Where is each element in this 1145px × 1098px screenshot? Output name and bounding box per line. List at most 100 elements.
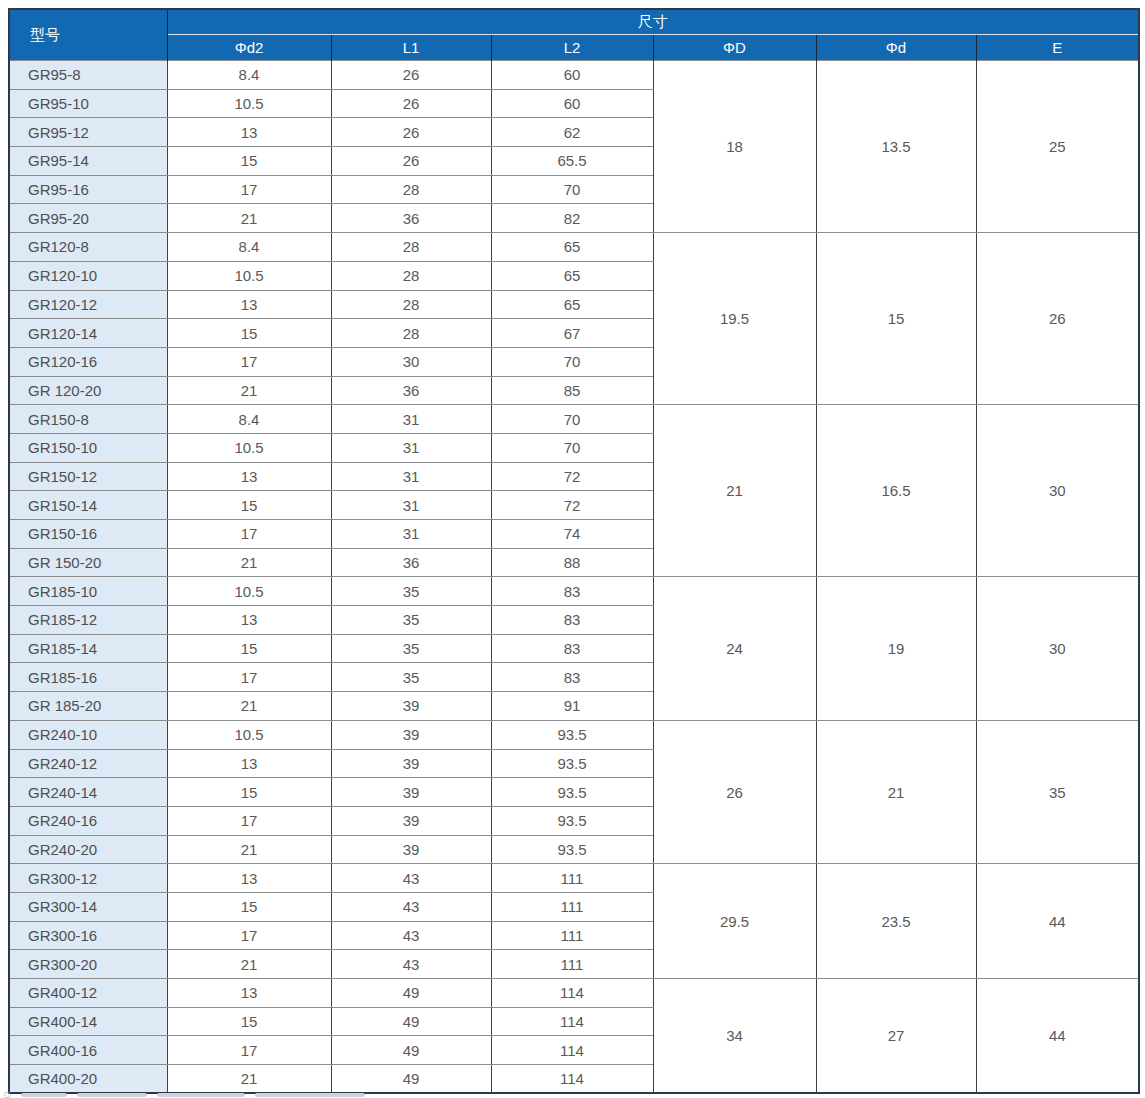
data-cell: 21 [167, 376, 331, 405]
data-cell: 10.5 [167, 89, 331, 118]
shared-dimension-cell: 18 [653, 61, 816, 233]
data-cell: 35 [331, 606, 491, 635]
shared-dimension-cell: 25 [976, 61, 1139, 233]
data-cell: 13 [167, 979, 331, 1008]
data-cell: 114 [491, 1065, 653, 1094]
data-cell: 43 [331, 864, 491, 893]
model-cell: GR400-14 [9, 1007, 167, 1036]
data-cell: 26 [331, 118, 491, 147]
data-cell: 17 [167, 806, 331, 835]
data-cell: 114 [491, 1007, 653, 1036]
model-cell: GR240-20 [9, 835, 167, 864]
model-cell: GR150-10 [9, 433, 167, 462]
data-cell: 15 [167, 1007, 331, 1036]
data-cell: 8.4 [167, 61, 331, 90]
data-cell: 15 [167, 634, 331, 663]
header-row-top: 型号 尺寸 [9, 9, 1139, 35]
table-body: GR95-88.426601813.525GR95-1010.52660GR95… [9, 61, 1139, 1094]
model-cell: GR185-14 [9, 634, 167, 663]
data-cell: 13 [167, 606, 331, 635]
data-cell: 93.5 [491, 778, 653, 807]
data-cell: 72 [491, 462, 653, 491]
data-cell: 111 [491, 950, 653, 979]
data-cell: 111 [491, 892, 653, 921]
header-size-span: 尺寸 [167, 9, 1139, 35]
model-cell: GR120-8 [9, 233, 167, 262]
shared-dimension-cell: 24 [653, 577, 816, 720]
data-cell: 62 [491, 118, 653, 147]
model-cell: GR150-14 [9, 491, 167, 520]
model-cell: GR95-20 [9, 204, 167, 233]
data-cell: 13 [167, 749, 331, 778]
data-cell: 93.5 [491, 749, 653, 778]
data-cell: 8.4 [167, 233, 331, 262]
data-cell: 39 [331, 806, 491, 835]
data-cell: 39 [331, 749, 491, 778]
data-cell: 85 [491, 376, 653, 405]
data-cell: 13 [167, 864, 331, 893]
table-row: GR300-12134311129.523.544 [9, 864, 1139, 893]
model-cell: GR120-10 [9, 261, 167, 290]
model-cell: GR 185-20 [9, 692, 167, 721]
table-row: GR95-88.426601813.525 [9, 61, 1139, 90]
data-cell: 26 [331, 89, 491, 118]
data-cell: 21 [167, 692, 331, 721]
data-cell: 65.5 [491, 147, 653, 176]
data-cell: 31 [331, 405, 491, 434]
model-cell: GR400-12 [9, 979, 167, 1008]
shared-dimension-cell: 15 [816, 233, 976, 405]
model-cell: GR240-16 [9, 806, 167, 835]
data-cell: 70 [491, 433, 653, 462]
data-cell: 36 [331, 376, 491, 405]
data-cell: 36 [331, 548, 491, 577]
header-model-column: 型号 [9, 9, 167, 61]
data-cell: 31 [331, 433, 491, 462]
data-cell: 60 [491, 89, 653, 118]
data-cell: 114 [491, 979, 653, 1008]
table-row: GR400-121349114342744 [9, 979, 1139, 1008]
data-cell: 49 [331, 979, 491, 1008]
data-cell: 70 [491, 175, 653, 204]
shared-dimension-cell: 30 [976, 405, 1139, 577]
footnote-clipped-text [157, 1093, 245, 1097]
data-cell: 39 [331, 778, 491, 807]
data-cell: 15 [167, 491, 331, 520]
data-cell: 10.5 [167, 433, 331, 462]
model-cell: GR300-16 [9, 921, 167, 950]
footnote-clipped-text [77, 1093, 147, 1097]
model-cell: GR300-12 [9, 864, 167, 893]
data-cell: 65 [491, 233, 653, 262]
data-cell: 21 [167, 204, 331, 233]
model-cell: GR95-8 [9, 61, 167, 90]
data-cell: 26 [331, 61, 491, 90]
shared-dimension-cell: 35 [976, 720, 1139, 863]
data-cell: 70 [491, 347, 653, 376]
footnote-clipped-text [255, 1093, 365, 1097]
data-cell: 39 [331, 692, 491, 721]
shared-dimension-cell: 23.5 [816, 864, 976, 979]
model-cell: GR240-12 [9, 749, 167, 778]
shared-dimension-cell: 26 [976, 233, 1139, 405]
model-cell: GR240-10 [9, 720, 167, 749]
data-cell: 28 [331, 319, 491, 348]
data-cell: 28 [331, 290, 491, 319]
data-cell: 35 [331, 663, 491, 692]
data-cell: 65 [491, 290, 653, 319]
data-cell: 72 [491, 491, 653, 520]
model-cell: GR400-16 [9, 1036, 167, 1065]
data-cell: 31 [331, 462, 491, 491]
data-cell: 15 [167, 319, 331, 348]
subheader-l1: L1 [331, 35, 491, 61]
shared-dimension-cell: 27 [816, 979, 976, 1094]
model-cell: GR185-16 [9, 663, 167, 692]
data-cell: 60 [491, 61, 653, 90]
model-cell: GR300-20 [9, 950, 167, 979]
model-cell: GR 120-20 [9, 376, 167, 405]
shared-dimension-cell: 44 [976, 979, 1139, 1094]
table-row: GR240-1010.53993.5262135 [9, 720, 1139, 749]
data-cell: 10.5 [167, 720, 331, 749]
model-cell: GR95-16 [9, 175, 167, 204]
shared-dimension-cell: 44 [976, 864, 1139, 979]
data-cell: 35 [331, 634, 491, 663]
shared-dimension-cell: 30 [976, 577, 1139, 720]
